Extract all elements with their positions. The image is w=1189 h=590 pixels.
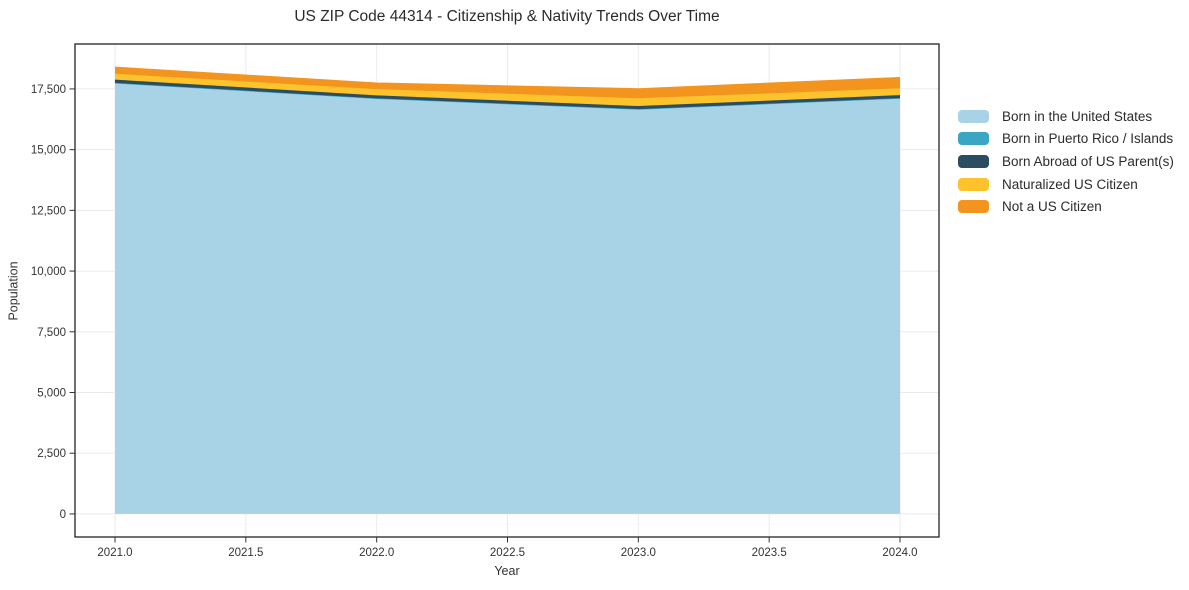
- y-tick-label: 7,500: [37, 327, 66, 339]
- legend-item-not-a-us-citizen[interactable]: Not a US Citizen: [958, 195, 1174, 218]
- x-tick-label: 2022.0: [359, 547, 394, 559]
- x-tick-label: 2024.0: [882, 547, 917, 559]
- y-tick-label: 12,500: [31, 205, 66, 217]
- y-axis-title-wrap: Population: [2, 44, 26, 537]
- area-born-abroad-of-us-parent-s: [115, 79, 900, 110]
- legend-swatch-naturalized-us-citizen: [958, 177, 989, 191]
- legend-label: Not a US Citizen: [1002, 199, 1102, 215]
- y-axis-title: Population: [7, 260, 22, 321]
- area-not-a-us-citizen: [115, 67, 900, 99]
- line-not-a-us-citizen: [114, 66, 901, 90]
- chart-title: US ZIP Code 44314 - Citizenship & Nativi…: [294, 8, 720, 25]
- x-tick-label: 2021.5: [228, 547, 263, 559]
- y-tick-label: 0: [60, 509, 66, 521]
- legend-label: Born in Puerto Rico / Islands: [1002, 131, 1174, 147]
- legend-swatch-not-a-us-citizen: [958, 200, 989, 214]
- x-tick-label: 2021.0: [97, 547, 132, 559]
- y-tick-label: 15,000: [31, 145, 66, 157]
- y-tick-label: 5,000: [37, 388, 66, 400]
- legend-item-born-abroad-of-us-parent-s[interactable]: Born Abroad of US Parent(s): [958, 150, 1174, 173]
- y-tick-label: 2,500: [37, 448, 66, 460]
- legend-swatch-born-in-the-united-states: [958, 109, 989, 123]
- legend-label: Naturalized US Citizen: [1002, 176, 1138, 192]
- legend-label: Born in the United States: [1002, 108, 1153, 124]
- x-tick-label: 2023.0: [621, 547, 656, 559]
- axis-ticks: [69, 88, 901, 543]
- y-tick-label: 17,500: [31, 84, 66, 96]
- area-naturalized-us-citizen: [115, 73, 900, 107]
- y-tick-label: 10,000: [31, 266, 66, 278]
- legend-item-naturalized-us-citizen[interactable]: Naturalized US Citizen: [958, 173, 1174, 196]
- legend-swatch-born-in-puerto-rico-islands: [958, 132, 989, 146]
- legend-swatch-born-abroad-of-us-parent-s: [958, 154, 989, 168]
- legend-item-born-in-the-united-states[interactable]: Born in the United States: [958, 105, 1174, 128]
- area-born-in-the-united-states: [115, 83, 900, 514]
- legend-item-born-in-puerto-rico-islands[interactable]: Born in Puerto Rico / Islands: [958, 128, 1174, 151]
- x-tick-label: 2023.5: [752, 547, 787, 559]
- chart-legend: Born in the United States Born in Puerto …: [958, 105, 1174, 218]
- x-axis-title: Year: [494, 564, 520, 578]
- legend-label: Born Abroad of US Parent(s): [1002, 153, 1174, 169]
- x-tick-label: 2022.5: [490, 547, 525, 559]
